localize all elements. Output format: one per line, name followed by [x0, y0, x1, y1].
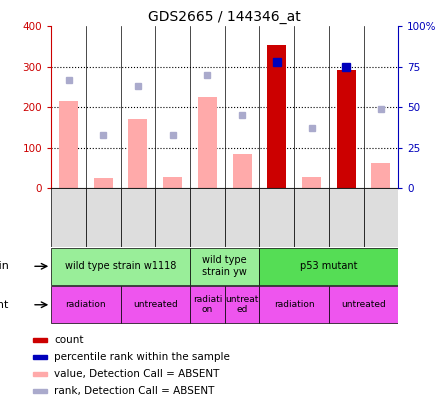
Text: agent: agent — [0, 300, 9, 310]
Bar — [121, 188, 155, 247]
Bar — [121, 286, 190, 323]
Bar — [32, 338, 47, 342]
Bar — [59, 101, 78, 188]
Bar — [32, 355, 47, 359]
Title: GDS2665 / 144346_at: GDS2665 / 144346_at — [148, 10, 301, 24]
Text: percentile rank within the sample: percentile rank within the sample — [54, 352, 230, 362]
Text: radiation: radiation — [274, 300, 315, 309]
Bar — [94, 178, 113, 188]
Bar — [233, 154, 251, 188]
Text: wild type strain w1118: wild type strain w1118 — [65, 261, 176, 271]
Bar — [329, 286, 398, 323]
Bar — [329, 188, 364, 247]
Text: rank, Detection Call = ABSENT: rank, Detection Call = ABSENT — [54, 386, 214, 396]
Text: strain: strain — [0, 261, 9, 271]
Bar — [372, 163, 390, 188]
Bar — [51, 188, 86, 247]
Bar — [337, 70, 356, 188]
Bar — [163, 177, 182, 188]
Bar — [32, 372, 47, 376]
Bar — [364, 188, 398, 247]
Bar — [190, 188, 225, 247]
Bar — [190, 248, 259, 285]
Bar — [155, 188, 190, 247]
Text: untreated: untreated — [133, 300, 178, 309]
Text: wild type
strain yw: wild type strain yw — [202, 256, 247, 277]
Bar — [190, 286, 225, 323]
Bar — [129, 119, 147, 188]
Bar — [225, 286, 259, 323]
Text: untreat
ed: untreat ed — [226, 295, 259, 314]
Bar — [86, 188, 121, 247]
Text: radiati
on: radiati on — [193, 295, 222, 314]
Bar — [51, 286, 121, 323]
Text: untreated: untreated — [341, 300, 386, 309]
Bar — [267, 45, 286, 188]
Bar — [259, 286, 329, 323]
Bar — [198, 97, 217, 188]
Text: radiation: radiation — [65, 300, 106, 309]
Bar — [259, 248, 398, 285]
Text: p53 mutant: p53 mutant — [300, 261, 358, 271]
Bar — [32, 388, 47, 393]
Bar — [294, 188, 329, 247]
Bar — [51, 248, 190, 285]
Text: value, Detection Call = ABSENT: value, Detection Call = ABSENT — [54, 369, 219, 379]
Text: count: count — [54, 335, 84, 345]
Bar — [302, 177, 321, 188]
Bar — [259, 188, 294, 247]
Bar — [225, 188, 259, 247]
